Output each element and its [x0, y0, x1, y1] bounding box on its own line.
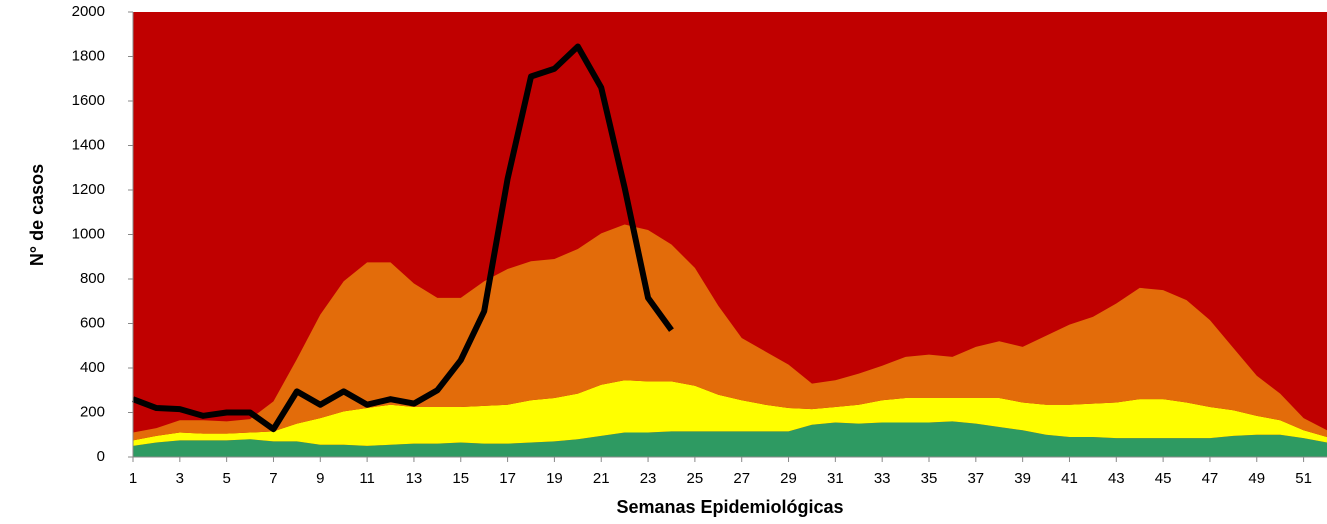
y-tick-label: 1400 — [72, 136, 105, 153]
x-tick-label: 35 — [921, 470, 938, 487]
x-tick-label: 1 — [129, 470, 137, 487]
x-tick-label: 49 — [1248, 470, 1265, 487]
x-tick-label: 3 — [176, 470, 184, 487]
x-tick-label: 51 — [1295, 470, 1312, 487]
x-tick-label: 15 — [452, 470, 469, 487]
x-tick-label: 47 — [1202, 470, 1219, 487]
x-tick-label: 43 — [1108, 470, 1125, 487]
y-tick-label: 200 — [80, 403, 105, 420]
x-tick-label: 19 — [546, 470, 563, 487]
y-tick-label: 1800 — [72, 47, 105, 64]
x-tick-label: 25 — [687, 470, 704, 487]
x-tick-label: 9 — [316, 470, 324, 487]
y-tick-label: 600 — [80, 314, 105, 331]
y-axis-title: N° de casos — [27, 164, 47, 266]
x-tick-label: 37 — [967, 470, 984, 487]
y-tick-label: 1200 — [72, 181, 105, 198]
x-tick-label: 41 — [1061, 470, 1078, 487]
area-band — [133, 380, 1327, 446]
y-tick-label: 800 — [80, 270, 105, 287]
x-tick-label: 39 — [1014, 470, 1031, 487]
x-tick-label: 7 — [269, 470, 277, 487]
x-tick-label: 29 — [780, 470, 797, 487]
x-tick-label: 31 — [827, 470, 844, 487]
line — [131, 43, 674, 433]
x-tick-label: 27 — [733, 470, 750, 487]
y-tick-label: 1600 — [72, 92, 105, 109]
y-tick-label: 0 — [97, 448, 105, 465]
x-tick-label: 33 — [874, 470, 891, 487]
x-tick-label: 21 — [593, 470, 610, 487]
x-tick-label: 11 — [359, 470, 375, 487]
y-tick-label: 2000 — [72, 3, 105, 20]
area-band — [133, 224, 1327, 441]
x-tick-label: 13 — [406, 470, 423, 487]
area-band — [133, 421, 1327, 457]
x-tick-label: 5 — [222, 470, 230, 487]
x-axis-title: Semanas Epidemiológicas — [616, 497, 843, 517]
y-tick-label: 400 — [80, 359, 105, 376]
x-tick-label: 17 — [499, 470, 516, 487]
x-tick-label: 23 — [640, 470, 657, 487]
y-tick-label: 1000 — [72, 225, 105, 242]
x-tick-label: 45 — [1155, 470, 1172, 487]
